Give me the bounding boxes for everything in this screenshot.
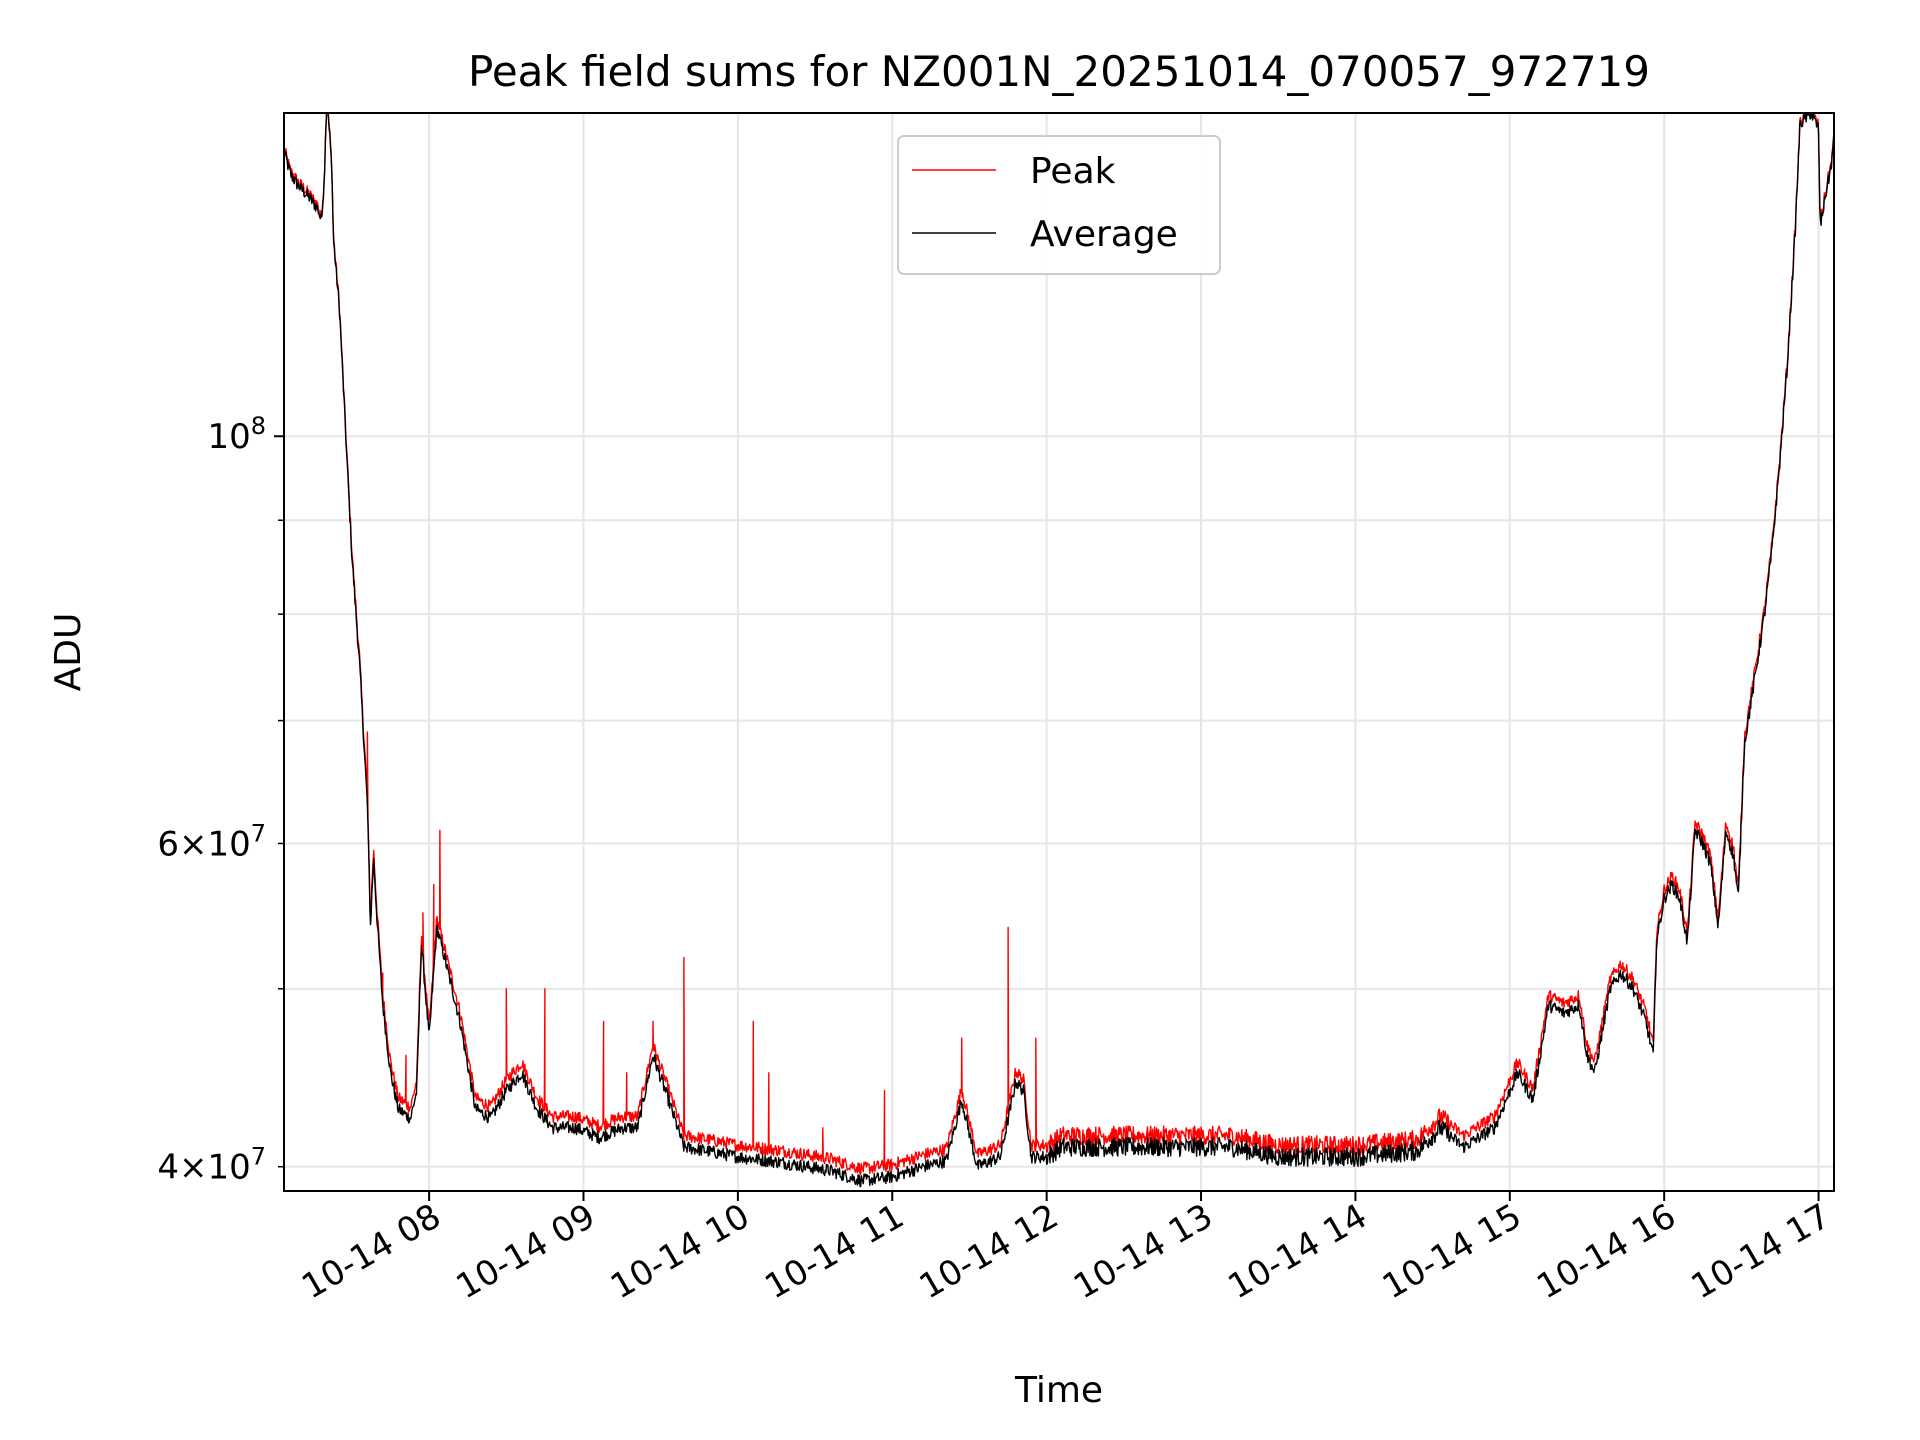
chart-title: Peak field sums for NZ001N_20251014_0700… <box>468 47 1650 96</box>
y-axis-label: ADU <box>48 613 89 692</box>
legend-label-average: Average <box>1030 214 1178 255</box>
plot-frame <box>283 112 1835 1192</box>
legend: Peak Average <box>897 135 1221 275</box>
series-layer <box>284 113 1834 1188</box>
series-line-average <box>284 113 1834 1188</box>
y-tick-label: 6×107 <box>157 819 266 864</box>
grid-layer <box>284 113 1834 1191</box>
y-tick-label: 108 <box>207 412 266 457</box>
x-axis-label: Time <box>1014 1370 1103 1411</box>
series-line-peak <box>284 113 1834 1176</box>
legend-label-peak: Peak <box>1030 151 1116 192</box>
y-tick-label: 4×107 <box>157 1143 266 1188</box>
